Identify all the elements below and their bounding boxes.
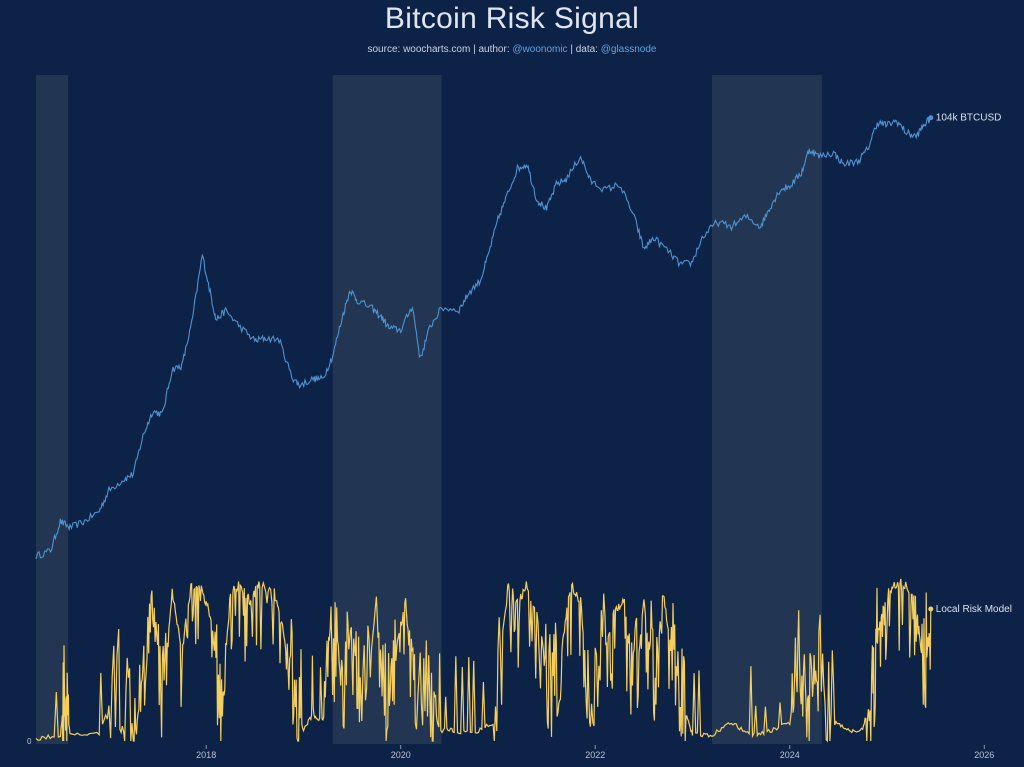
x-tick-label: 2026 — [974, 750, 994, 760]
shaded-period-0 — [36, 75, 69, 744]
risk-model-line — [35, 578, 932, 743]
x-tick-label: 2020 — [391, 750, 411, 760]
risk-y-tick-label: 0 — [27, 737, 32, 746]
chart-subtitle: source: woocharts.com | author: @woonomi… — [0, 44, 1024, 55]
separator: | — [567, 44, 576, 55]
data-source-link[interactable]: @glassnode — [600, 44, 657, 55]
chart-title: Bitcoin Risk Signal — [384, 2, 640, 35]
shaded-periods — [36, 75, 822, 744]
x-tick-label: 2024 — [780, 750, 800, 760]
btcusd-end-label: 104k BTCUSD — [936, 113, 1002, 124]
x-tick-label: 2022 — [585, 750, 605, 760]
btcusd-line — [35, 117, 932, 560]
source-label: source: — [367, 44, 404, 55]
separator: | — [470, 44, 479, 55]
author-label: author: — [478, 44, 513, 55]
btcusd-end-marker — [928, 115, 934, 121]
x-tick-label: 2018 — [196, 750, 216, 760]
source-value: woocharts.com — [403, 44, 471, 55]
data-label: data: — [575, 44, 601, 55]
risk-model-end-marker — [928, 606, 934, 612]
shaded-period-2 — [711, 75, 822, 744]
x-axis-ticks: 2018 2020 2022 2024 2026 — [196, 745, 994, 760]
risk-model-end-label: Local Risk Model — [936, 604, 1012, 615]
author-link[interactable]: @woonomic — [512, 44, 568, 55]
